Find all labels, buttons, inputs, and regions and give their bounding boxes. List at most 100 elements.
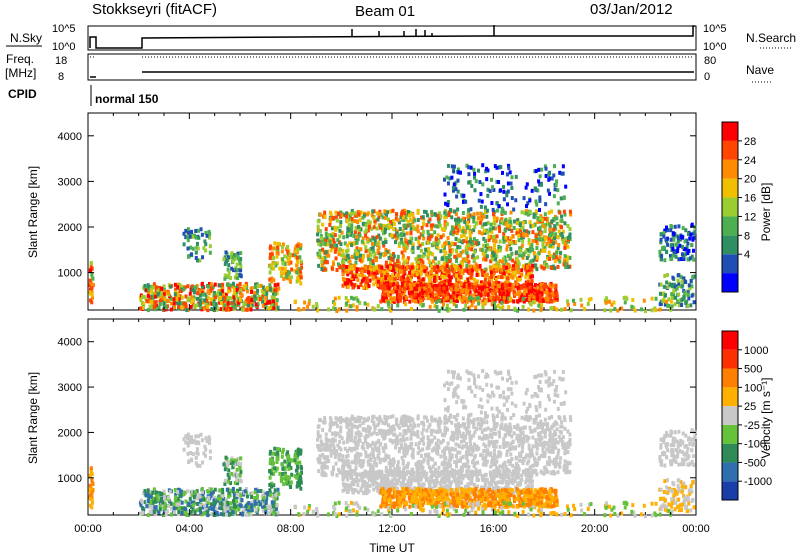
power-cell xyxy=(444,270,448,275)
power-cell xyxy=(519,225,523,230)
power-cell xyxy=(473,224,477,229)
velocity-cell xyxy=(227,494,231,499)
velocity-cell xyxy=(281,450,285,455)
power-cell xyxy=(450,175,454,180)
power-cell xyxy=(497,180,501,185)
power-cell xyxy=(452,272,456,277)
power-cell xyxy=(382,298,386,303)
velocity-cell xyxy=(401,461,405,466)
nave-label: Nave xyxy=(746,63,774,77)
velocity-cell xyxy=(226,506,230,511)
nsearch-tick-top: 10^5 xyxy=(703,23,727,35)
power-cell xyxy=(549,294,553,299)
velocity-cell xyxy=(483,456,487,461)
power-cell xyxy=(436,264,440,269)
power-cell xyxy=(167,292,171,297)
power-cell xyxy=(555,216,559,221)
power-cell xyxy=(442,242,446,247)
power-cell xyxy=(229,296,233,301)
velocity-cell xyxy=(377,456,381,461)
velocity-cell xyxy=(151,496,155,501)
power-cell xyxy=(402,232,406,237)
velocity-cell xyxy=(209,487,213,492)
velocity-cell xyxy=(234,458,238,463)
power-cell xyxy=(459,274,463,279)
power-cell xyxy=(507,305,511,310)
velocity-cell xyxy=(233,462,237,467)
power-cell xyxy=(686,241,690,246)
power-cell xyxy=(454,180,458,185)
power-cell xyxy=(427,247,431,252)
velocity-cell xyxy=(248,509,252,514)
power-cell xyxy=(176,291,180,296)
power-cell xyxy=(367,248,371,253)
power-cell xyxy=(497,204,501,209)
power-cell xyxy=(400,233,404,238)
power-cell xyxy=(536,237,540,242)
velocity-cell xyxy=(205,439,209,444)
power-cell xyxy=(363,274,367,279)
power-cell xyxy=(464,287,468,292)
power-cell xyxy=(370,213,374,218)
velocity-cell xyxy=(152,487,156,492)
power-cell xyxy=(482,228,486,233)
power-cell xyxy=(316,224,320,229)
power-cell xyxy=(491,296,495,301)
power-cell xyxy=(421,230,425,235)
power-cell xyxy=(298,267,302,272)
power-cell xyxy=(511,270,515,275)
power-cell xyxy=(268,255,272,260)
velocity-cell xyxy=(261,504,265,509)
power-cell xyxy=(490,276,494,281)
power-cell xyxy=(488,282,492,287)
power-cell xyxy=(202,246,206,251)
velocity-cell xyxy=(199,498,203,503)
power-cell xyxy=(454,304,458,309)
power-cell xyxy=(384,275,388,280)
velocity-cell xyxy=(260,501,264,506)
power-cell xyxy=(456,275,460,280)
velocity-cell xyxy=(557,434,561,439)
velocity-cell xyxy=(182,437,186,442)
power-cell xyxy=(479,192,483,197)
power-cell xyxy=(529,223,533,228)
velocity-cell xyxy=(224,455,228,460)
power-cell xyxy=(350,208,354,213)
velocity-cell xyxy=(391,457,395,462)
velocity-cell xyxy=(191,507,195,512)
velocity-cell xyxy=(210,512,214,517)
velocity-cell xyxy=(239,500,243,505)
power-cell xyxy=(690,284,694,289)
power-cell xyxy=(465,251,469,256)
power-cell xyxy=(352,233,356,238)
power-cell xyxy=(508,296,512,301)
power-cell xyxy=(440,227,444,232)
power-cell xyxy=(334,210,338,215)
velocity-cell xyxy=(202,451,206,456)
power-cell xyxy=(506,281,510,286)
velocity-cell xyxy=(147,504,151,509)
power-cell xyxy=(268,300,272,305)
power-cell xyxy=(490,177,494,182)
power-cell xyxy=(461,199,465,204)
power-cell xyxy=(495,208,499,213)
power-cell xyxy=(342,235,346,240)
velocity-cell xyxy=(194,440,198,445)
power-cell xyxy=(197,228,201,233)
power-cell xyxy=(194,235,198,240)
power-cell xyxy=(147,299,151,304)
power-cell xyxy=(164,307,168,312)
power-cell xyxy=(486,193,490,198)
power-cell xyxy=(387,286,391,291)
velocity-cell xyxy=(348,422,352,427)
power-cell xyxy=(480,248,484,253)
power-cell xyxy=(164,305,168,310)
power-cell xyxy=(169,307,173,312)
velocity-cell xyxy=(223,478,227,483)
power-cell xyxy=(337,247,341,252)
power-cell xyxy=(485,208,489,213)
power-cell xyxy=(556,188,560,193)
power-cell xyxy=(212,290,216,295)
power-cell xyxy=(534,283,538,288)
power-cell xyxy=(214,302,218,307)
